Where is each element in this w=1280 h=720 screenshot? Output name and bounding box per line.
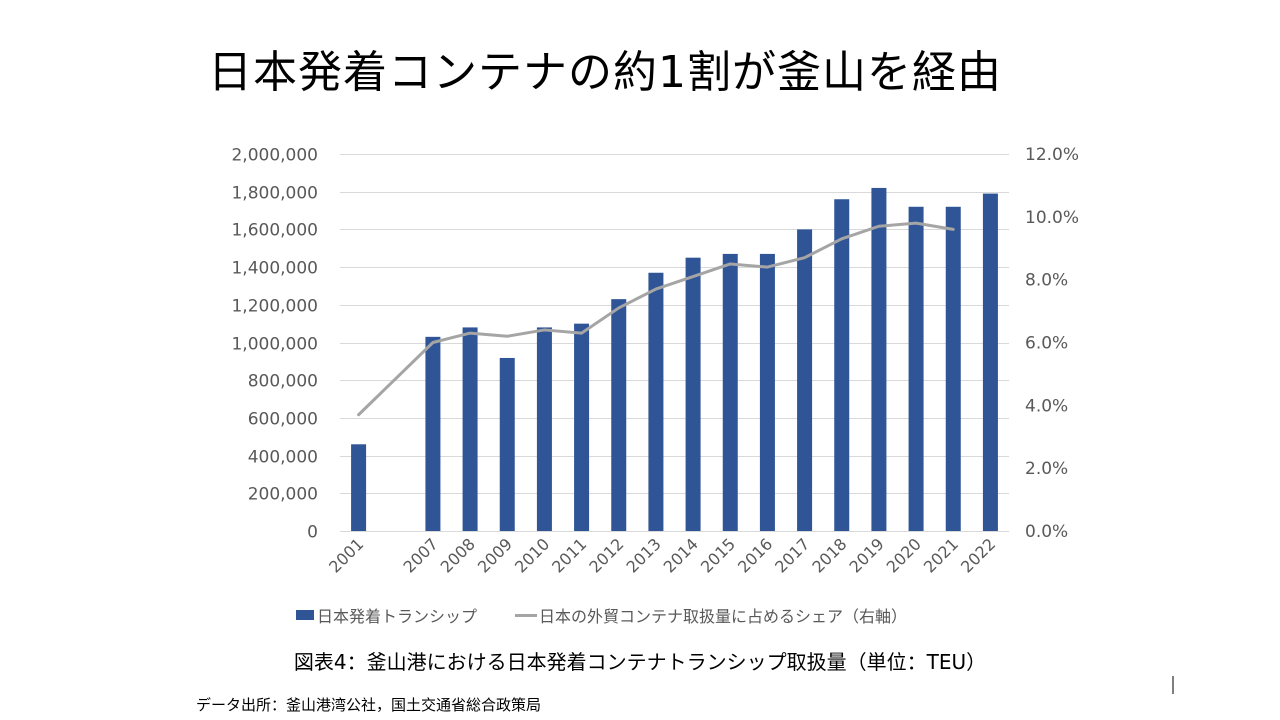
x-axis-tick-label: 2015 [697, 534, 739, 576]
line-series [357, 221, 955, 417]
right-axis-tick-label: 0.0% [1025, 522, 1068, 542]
bar-2015 [722, 253, 738, 531]
x-axis-tick-label: 2012 [585, 534, 627, 576]
right-axis-ticks: 0.0% 2.0% 4.0% 6.0% 8.0% 10.0% 12.0% [1025, 145, 1079, 542]
left-axis-tick-label: 600,000 [248, 410, 318, 430]
legend-item-bar: 日本発着トランシップ [296, 603, 477, 627]
bar-2007 [425, 336, 441, 531]
bar-2013 [648, 272, 664, 531]
x-axis-tick-label: 2022 [957, 534, 999, 576]
left-axis-tick-label: 400,000 [248, 448, 318, 468]
right-axis-tick-label: 10.0% [1025, 208, 1079, 228]
x-axis-tick-label: 2016 [734, 534, 776, 576]
figure-caption: 図表4：釜山港における日本発着コンテナトランシップ取扱量（単位：TEU） [293, 650, 987, 674]
bar-2009 [499, 357, 515, 531]
x-axis-tick-label: 2010 [511, 534, 553, 576]
left-axis-tick-label: 1,200,000 [231, 297, 318, 317]
bar-2020 [908, 206, 924, 531]
left-axis-tick-label: 1,000,000 [231, 335, 318, 355]
legend-label-line: 日本の外貿コンテナ取扱量に占めるシェア（右軸） [539, 607, 908, 626]
bar-2014 [685, 257, 701, 531]
left-axis-tick-label: 1,800,000 [231, 184, 318, 204]
x-axis-ticks: 2001 200720082009201020112012201320142015… [325, 534, 999, 576]
x-axis-tick-label: 2017 [771, 534, 813, 576]
left-axis-tick-label: 1,600,000 [231, 221, 318, 241]
x-axis-tick-label: 2013 [623, 534, 665, 576]
x-axis-tick-label: 2011 [548, 534, 590, 576]
left-axis-tick-label: 2,000,000 [231, 146, 318, 166]
bar-2017 [797, 229, 813, 531]
x-axis-tick-label: 2020 [883, 534, 925, 576]
left-axis-tick-label: 0 [307, 523, 318, 543]
bar-2016 [759, 253, 775, 531]
x-axis-tick-label: 2007 [400, 534, 442, 576]
bar-2022 [982, 193, 998, 531]
right-axis-tick-label: 8.0% [1025, 271, 1068, 291]
legend-label-bar: 日本発着トランシップ [317, 607, 478, 626]
bar-2008 [462, 327, 478, 531]
share-line [357, 221, 955, 417]
legend-item-line: 日本の外貿コンテナ取扱量に占めるシェア（右軸） [515, 603, 907, 627]
right-axis-tick-label: 6.0% [1025, 334, 1068, 354]
legend-line-swatch-icon [515, 613, 538, 617]
left-axis-ticks: 0 200,000 400,000 600,000 800,000 1,000,000 1,… [231, 146, 318, 543]
legend: 日本発着トランシップ 日本の外貿コンテナ取扱量に占めるシェア（右軸） [296, 603, 907, 627]
bar-2011 [574, 323, 590, 531]
left-axis-tick-label: 800,000 [248, 372, 318, 392]
bar-2021 [945, 206, 961, 531]
left-axis-tick-label: 200,000 [248, 485, 318, 505]
left-axis-tick-label: 1,400,000 [231, 259, 318, 279]
x-axis-tick-label: 2021 [920, 534, 962, 576]
right-axis-tick-label: 4.0% [1025, 396, 1068, 416]
bar-2010 [536, 327, 552, 531]
page-number [1172, 676, 1174, 694]
data-source: データ出所：釜山港湾公社，国土交通省総合政策局 [196, 696, 542, 714]
legend-bar-swatch-icon [296, 610, 314, 620]
x-axis-tick-label: 2009 [474, 534, 516, 576]
gridlines [340, 154, 1009, 532]
x-axis-tick-label: 2014 [660, 534, 702, 576]
bar-2012 [611, 299, 627, 531]
x-axis-tick-label: 2001 [325, 534, 367, 576]
bar-2018 [834, 199, 850, 532]
x-axis-tick-label: 2008 [437, 534, 479, 576]
slide-title: 日本発着コンテナの約1割が釜山を経由 [208, 47, 1002, 98]
x-axis-tick-label: 2019 [846, 534, 888, 576]
bar-series [351, 187, 998, 532]
bar-2001 [351, 444, 367, 531]
bar-2019 [871, 187, 887, 531]
x-axis-tick-label: 2018 [808, 534, 850, 576]
right-axis-tick-label: 2.0% [1025, 459, 1068, 479]
right-axis-tick-label: 12.0% [1025, 145, 1079, 165]
